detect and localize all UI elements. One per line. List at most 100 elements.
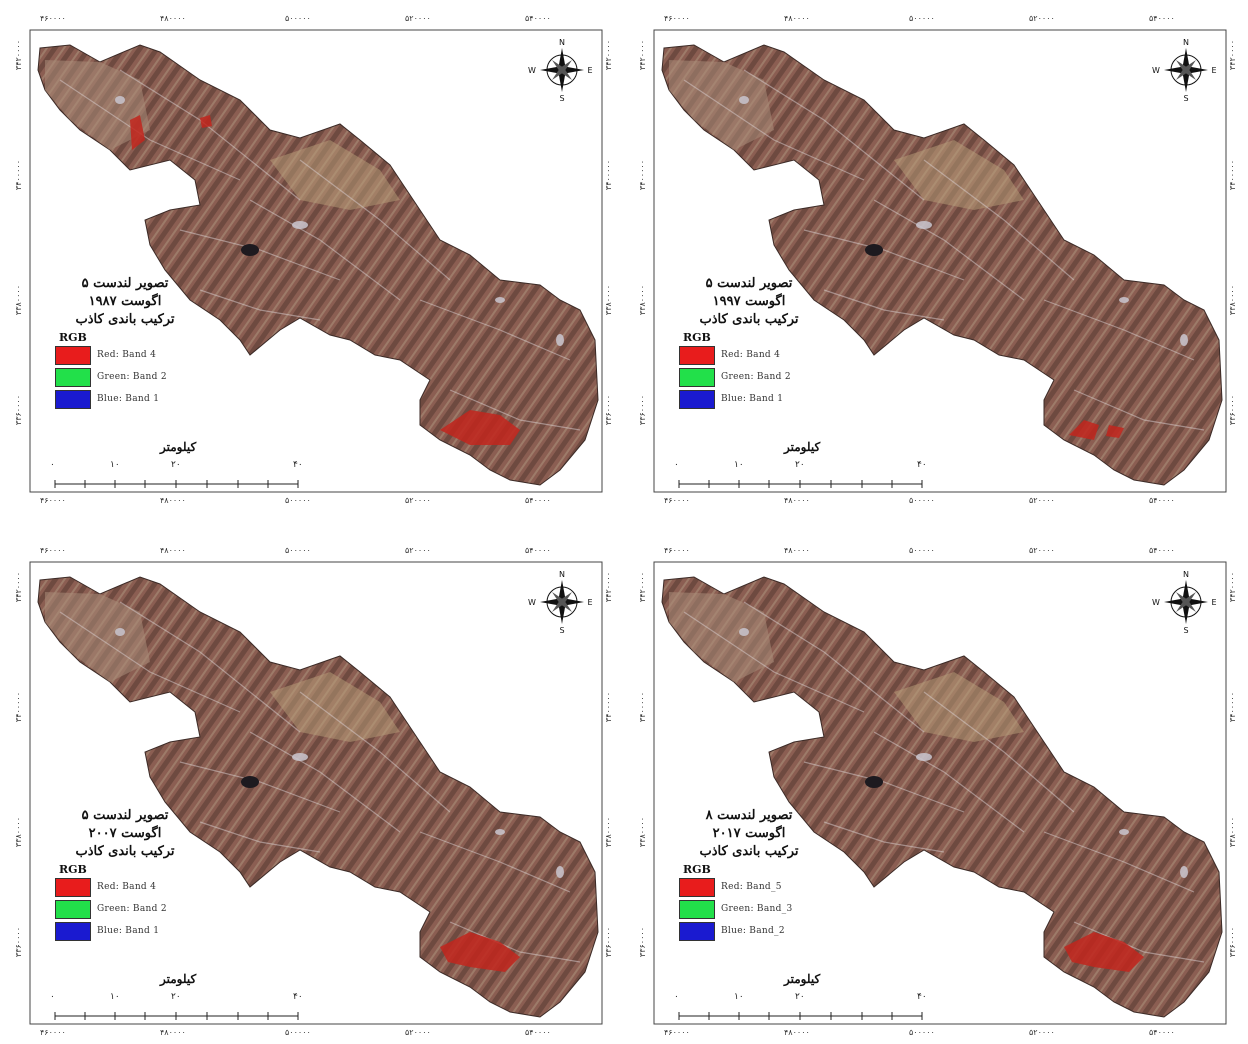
grid-coord-bottom: ۵۲۰۰۰۰ [405,496,431,505]
drainage-line [249,199,401,301]
vegetation-patch [440,932,520,972]
drainage-line [823,289,945,321]
highland-area [270,140,400,210]
snow-patch [1119,829,1129,835]
drainage-line [59,611,241,713]
scale-tick-label: ۲۰ [795,992,805,1002]
grid-coord-left: ۳۴۲۰۰۰۰ [14,40,23,71]
drainage-line [683,611,865,713]
legend-title-line1: تصویر لندست ۵ [81,276,169,291]
scale-tick-label: ۰ [50,992,55,1002]
band-swatch [679,389,715,409]
compass-label-e: E [1211,66,1216,75]
snow-patch [1119,297,1129,303]
drainage-line [249,731,401,833]
scale-tick-label: ۴۰ [917,992,927,1002]
legend-band-row: Blue: Band 1 [55,920,195,942]
snow-patch [739,628,749,636]
scale-tick-label: ۱۰ [734,460,744,470]
compass-label-s: S [1183,626,1188,635]
drainage-line [873,731,1025,833]
scale-tick-label: ۰ [674,992,679,1002]
grid-coord-left: ۳۴۲۰۰۰۰ [638,572,647,603]
north-arrow-compass-rose-icon: N S E W [528,570,592,635]
grid-coord-top: ۵۴۰۰۰۰ [1149,14,1175,23]
grid-coord-top: ۵۴۰۰۰۰ [525,546,551,555]
band-swatch [55,345,91,365]
compass-label-n: N [559,570,565,579]
grid-coord-top: ۴۶۰۰۰۰ [40,14,66,23]
scale-title: کیلومتر [784,440,821,454]
map-canvas: N S E W [653,561,1227,1025]
band-swatch [679,877,715,897]
drainage-line [1073,921,1205,963]
band-swatch [55,367,91,387]
drainage-line [419,831,571,893]
vegetation-patch [200,115,212,128]
legend-band-row: Red: Band 4 [679,344,819,366]
legend-band-row: Red: Band_5 [679,876,819,898]
scale-tick-label: ۴۰ [293,460,303,470]
scale-tick-label: ۱۰ [110,460,120,470]
drainage-line [873,199,1025,301]
scale-title: کیلومتر [160,440,197,454]
snow-patch [495,297,505,303]
legend-title-line3: ترکیب باندی کاذب [75,312,175,327]
compass-label-s: S [559,94,564,103]
drainage-line [803,761,965,813]
band-swatch [679,367,715,387]
grid-coord-bottom: ۵۲۰۰۰۰ [405,1028,431,1037]
scale-title: کیلومتر [160,972,197,986]
map-canvas: N S E W [29,561,603,1025]
grid-coord-left: ۳۳۸۰۰۰۰ [14,817,23,848]
grid-coord-right: ۳۴۲۰۰۰۰ [604,572,613,603]
vegetation-patch [1106,425,1124,438]
drainage-line [1043,831,1195,893]
band-label: Red: Band_5 [721,882,782,892]
map-canvas: N S E W [653,29,1227,493]
highland-area [270,672,400,742]
compass-label-e: E [587,598,592,607]
snow-patch [739,96,749,104]
drainage-line [449,389,581,431]
legend-title-line3: ترکیب باندی کاذب [75,844,175,859]
compass-label-e: E [587,66,592,75]
legend: تصویر لندست ۵ اگوست ۱۹۹۷ ترکیب باندی کاذب R… [679,275,819,410]
grid-coord-top: ۵۴۰۰۰۰ [525,14,551,23]
grid-coord-left: ۳۴۰۰۰۰۰ [638,160,647,191]
legend-title-line2: اگوست ۱۹۹۷ [712,294,786,309]
band-label: Red: Band 4 [97,350,157,360]
drainage-line [1073,389,1205,431]
band-label: Red: Band 4 [721,350,781,360]
drainage-line [1043,299,1195,361]
grid-coord-left: ۳۳۶۰۰۰۰ [14,395,23,426]
drainage-line [449,921,581,963]
highland-area [894,672,1024,742]
compass-label-w: W [1152,598,1160,607]
grid-coord-top: ۵۰۰۰۰۰ [909,546,935,555]
drainage-line [823,821,945,853]
band-swatch [55,877,91,897]
grid-coord-left: ۳۴۲۰۰۰۰ [14,572,23,603]
drainage-line [419,299,571,361]
legend-band-row: Red: Band 4 [55,876,195,898]
grid-coord-right: ۳۳۸۰۰۰۰ [1228,285,1237,316]
grid-coord-bottom: ۵۲۰۰۰۰ [1029,496,1055,505]
grid-coord-bottom: ۴۶۰۰۰۰ [40,496,66,505]
legend-band-row: Red: Band 4 [55,344,195,366]
snow-patch [1180,866,1188,878]
legend: تصویر لندست ۵ اگوست ۱۹۸۷ ترکیب باندی کاذب R… [55,275,195,410]
legend-band-row: Green: Band 2 [679,366,819,388]
grid-coord-left: ۳۴۰۰۰۰۰ [14,160,23,191]
drainage-line [119,69,301,201]
snow-patch [115,96,125,104]
legend-rgb-label: RGB [59,863,87,876]
grid-coord-right: ۳۴۰۰۰۰۰ [1228,160,1237,191]
study-region [37,576,599,1018]
scale-tick-label: ۱۰ [734,992,744,1002]
snow-patch [495,829,505,835]
grid-coord-top: ۴۶۰۰۰۰ [664,546,690,555]
grid-coord-top: ۵۲۰۰۰۰ [405,14,431,23]
snow-patch [916,753,932,761]
band-label: Blue: Band 1 [721,394,784,404]
